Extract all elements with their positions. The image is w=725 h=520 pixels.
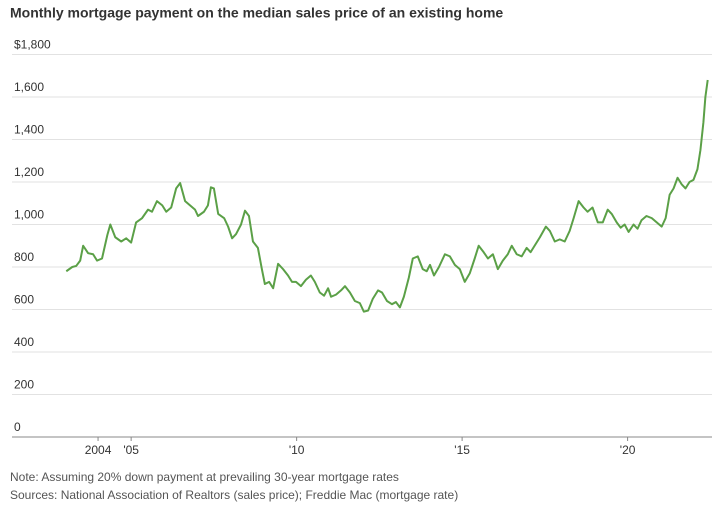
source: Sources: National Association of Realtor… — [10, 488, 458, 502]
y-tick-label: 200 — [14, 378, 34, 392]
x-tick-label: '20 — [620, 443, 636, 457]
x-tick-label: '05 — [123, 443, 139, 457]
x-tick-label: '15 — [454, 443, 470, 457]
y-tick-label: $1,800 — [14, 38, 51, 52]
y-tick-label: 400 — [14, 335, 34, 349]
y-tick-label: 600 — [14, 293, 34, 307]
y-tick-label: 800 — [14, 250, 34, 264]
chart-title: Monthly mortgage payment on the median s… — [10, 5, 503, 21]
y-tick-label: 1,600 — [14, 80, 44, 94]
y-tick-label: 1,200 — [14, 165, 44, 179]
y-tick-label: 1,000 — [14, 208, 44, 222]
y-tick-label: 1,400 — [14, 123, 44, 137]
note: Note: Assuming 20% down payment at preva… — [10, 470, 399, 484]
y-tick-label: 0 — [14, 420, 21, 434]
line — [65, 79, 709, 313]
x-tick-label: 2004 — [85, 443, 112, 457]
x-tick-label: '10 — [289, 443, 305, 457]
